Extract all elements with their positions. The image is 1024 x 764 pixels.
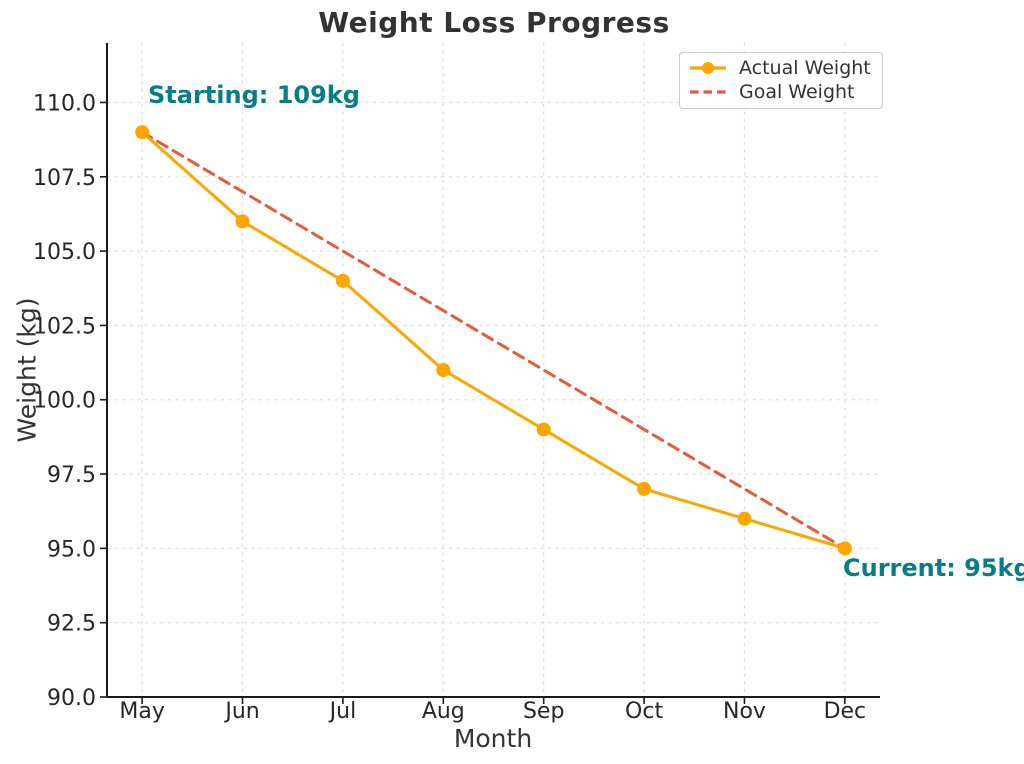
y-tick-label: 105.0 (33, 240, 96, 265)
data-point-marker (837, 541, 852, 556)
legend: Actual Weight Goal Weight (679, 52, 883, 109)
gridlines (107, 43, 880, 698)
y-tick-label: 107.5 (33, 166, 96, 191)
data-point-marker (335, 273, 350, 288)
x-axis-label: Month (453, 724, 533, 753)
x-tick-label: Sep (523, 699, 564, 724)
legend-label-actual-weight: Actual Weight (739, 57, 871, 79)
y-tick-label: 95.0 (47, 537, 96, 562)
legend-label-goal-weight: Goal Weight (739, 81, 855, 103)
x-tick-label: Jun (223, 699, 259, 724)
annotation-starting-weight: Starting: 109kg (148, 81, 360, 109)
x-tick-label: Oct (625, 699, 663, 724)
data-point-marker (235, 214, 250, 229)
legend-item-actual-weight: Actual Weight (689, 56, 871, 80)
y-tick-label: 102.5 (33, 314, 96, 339)
y-tick-label: 92.5 (47, 612, 96, 637)
goal-weight-series (140, 130, 847, 550)
chart-title: Weight Loss Progress (318, 6, 670, 39)
x-tick-label: Jul (328, 699, 357, 724)
actual-weight-line-sample-icon (690, 62, 726, 74)
data-point-marker (536, 422, 551, 437)
x-tick-label: Dec (824, 699, 867, 724)
y-tick-label: 110.0 (33, 91, 96, 116)
legend-item-goal-weight: Goal Weight (689, 80, 871, 104)
goal-weight-line-sample-icon (690, 90, 726, 94)
actual-weight-series (135, 125, 852, 556)
data-point-marker (637, 481, 652, 496)
y-tick-label: 97.5 (47, 463, 96, 488)
x-tick-label: Aug (422, 699, 465, 724)
y-tick-label: 90.0 (47, 686, 96, 711)
x-tick-label: May (119, 699, 164, 724)
y-tick-label: 100.0 (33, 389, 96, 414)
data-point-marker (436, 363, 451, 377)
y-axis-label: Weight (kg) (12, 297, 42, 443)
x-tick-label: Nov (723, 699, 766, 724)
annotation-current-weight: Current: 95kg (843, 554, 1024, 582)
tick-labels: 90.0 92.5 95.0 97.5 100.0 102.5 105.0 107.5 110.… (33, 91, 866, 724)
data-point-marker (737, 511, 752, 526)
axes (100, 43, 880, 704)
data-point-marker (135, 125, 150, 140)
